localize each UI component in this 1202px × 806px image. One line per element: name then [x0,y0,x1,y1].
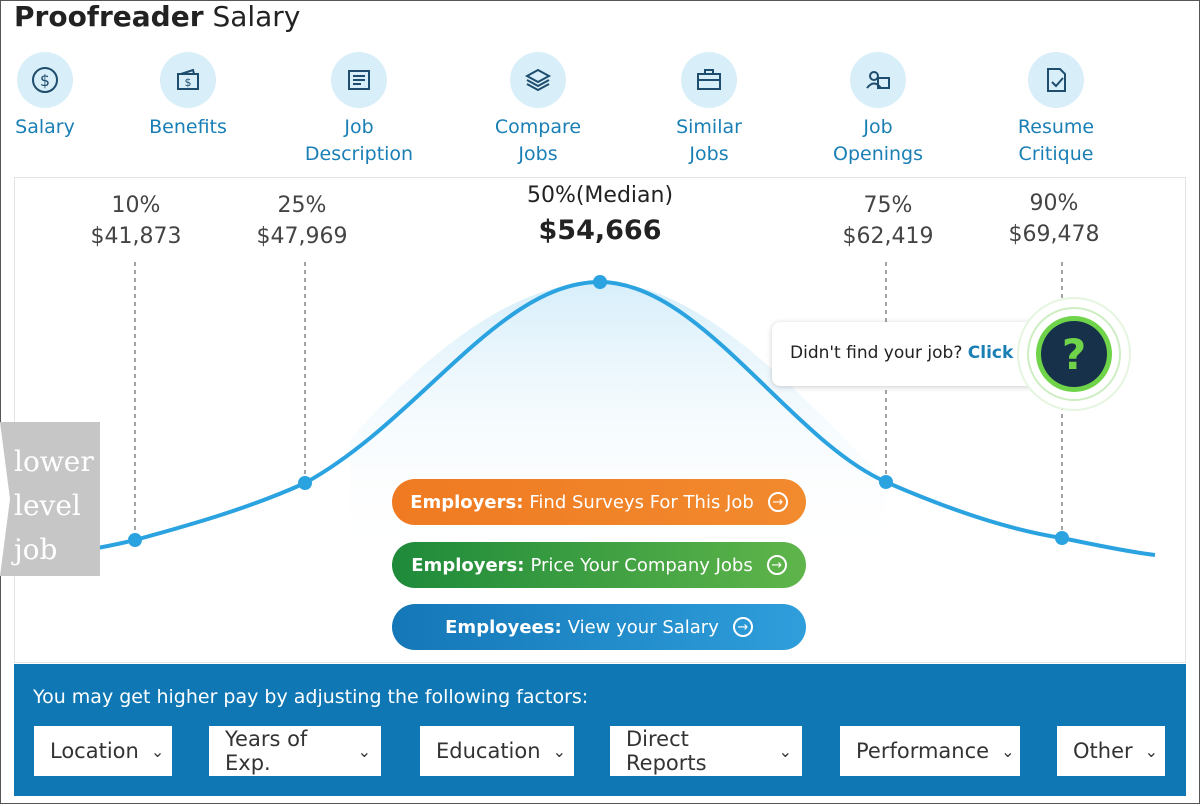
nav-label: Benefits [149,116,227,138]
svg-text:$: $ [40,71,50,90]
years-exp-dropdown[interactable]: Years of Exp. ⌄ [209,726,381,776]
p90-point [1055,531,1069,545]
nav-label: Salary [15,116,75,138]
briefcase-icon [681,52,737,108]
svg-text:?: ? [1062,330,1086,379]
arrow-right-icon: → [767,492,788,512]
nav-benefits[interactable]: $ Benefits [118,52,258,141]
svg-text:$: $ [185,76,192,89]
resume-check-icon [1028,52,1084,108]
p90-label: 90% $69,478 [1008,191,1100,247]
chevron-down-icon: ⌄ [1001,741,1015,761]
lower-level-job-label: lower level job [14,445,94,566]
chevron-down-icon: ⌄ [357,741,371,761]
nav-label: Job Openings [832,116,924,165]
nav-resume-critique[interactable]: Resume Critique [986,52,1126,168]
nav-job-description[interactable]: Job Description [289,52,429,168]
nav-similar-jobs[interactable]: Similar Jobs [639,52,779,168]
employees-view-salary-button[interactable]: Employees: View your Salary → [392,604,806,650]
nav-label: Similar Jobs [676,116,742,165]
didnt-find-job-card[interactable]: Didn't find your job? Click [772,322,1042,386]
other-dropdown[interactable]: Other ⌄ [1057,726,1165,776]
p75-label: 75% $62,419 [842,193,934,249]
nav-job-openings[interactable]: Job Openings [808,52,948,168]
employers-find-surveys-button[interactable]: Employers: Find Surveys For This Job → [392,479,806,525]
nav-compare-jobs[interactable]: Compare Jobs [468,52,608,168]
pay-factors-panel: You may get higher pay by adjusting the … [14,664,1186,796]
person-card-icon [850,52,906,108]
nav-label: Resume Critique [1017,116,1095,165]
chevron-down-icon: ⌄ [552,741,566,761]
question-icon[interactable]: ? [1016,296,1132,412]
help-click-link[interactable]: Click [967,343,1014,363]
document-icon [331,52,387,108]
layers-icon [510,52,566,108]
nav-salary[interactable]: $ Salary [0,52,115,141]
nav-label: Job Description [304,116,414,165]
nav-label: Compare Jobs [494,116,582,165]
chevron-down-icon: ⌄ [150,741,165,761]
education-dropdown[interactable]: Education ⌄ [420,726,574,776]
tab-notch [0,422,10,576]
arrow-right-icon: → [766,555,787,575]
chevron-down-icon: ⌄ [1144,741,1159,761]
location-dropdown[interactable]: Location ⌄ [34,726,172,776]
employers-price-jobs-button[interactable]: Employers: Price Your Company Jobs → [392,542,806,588]
salary-chart-box [14,177,1186,663]
p10-point [128,533,142,547]
performance-dropdown[interactable]: Performance ⌄ [840,726,1020,776]
direct-reports-dropdown[interactable]: Direct Reports ⌄ [610,726,802,776]
factors-heading: You may get higher pay by adjusting the … [33,686,589,708]
p10-label: 10% $41,873 [90,193,182,249]
arrow-right-icon: → [732,617,753,637]
chevron-down-icon: ⌄ [778,741,792,761]
wallet-icon: $ [160,52,216,108]
help-text: Didn't find your job? [790,343,963,363]
lower-level-job-tab[interactable]: lower level job [0,422,100,576]
median-label: 50%(Median) $54,666 [526,183,674,246]
p75-point [879,475,893,489]
dollar-icon: $ [17,52,73,108]
p25-label: 25% $47,969 [256,193,348,249]
p50-point [593,275,607,289]
p25-point [298,476,312,490]
page-title: Proofreader Salary [14,0,301,33]
